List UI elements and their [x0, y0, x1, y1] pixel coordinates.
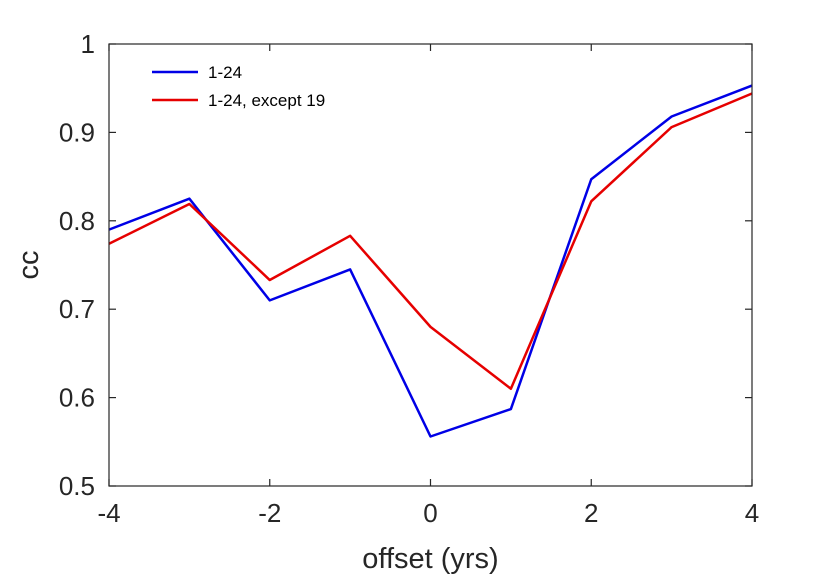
- y-tick-label: 0.5: [59, 471, 95, 501]
- legend: 1-24 1-24, except 19: [152, 63, 325, 110]
- series-line-1-24: [108, 84, 753, 438]
- y-tick-label: 1: [81, 29, 95, 59]
- series-line-except-19: [108, 92, 753, 391]
- y-tick-label: 0.9: [59, 117, 95, 147]
- x-tick-label: -2: [258, 498, 281, 528]
- legend-label-except-19: 1-24, except 19: [208, 91, 325, 110]
- y-tick-label: 0.6: [59, 383, 95, 413]
- y-tick-label: 0.7: [59, 294, 95, 324]
- legend-label-1-24: 1-24: [208, 63, 242, 82]
- x-tick-label: 2: [584, 498, 598, 528]
- x-tick-label: 4: [745, 498, 759, 528]
- ticks-layer: -4 -2 0 2 4 0.5 0.6 0.7 0.8 0.9 1: [59, 29, 759, 528]
- y-axis-title: cc: [13, 251, 45, 280]
- x-tick-label: 0: [423, 498, 437, 528]
- y-tick-label: 0.8: [59, 206, 95, 236]
- x-axis-title: offset (yrs): [362, 543, 498, 575]
- plot-area-frame: [108, 43, 753, 487]
- series-layer: [108, 84, 753, 438]
- x-tick-label: -4: [97, 498, 120, 528]
